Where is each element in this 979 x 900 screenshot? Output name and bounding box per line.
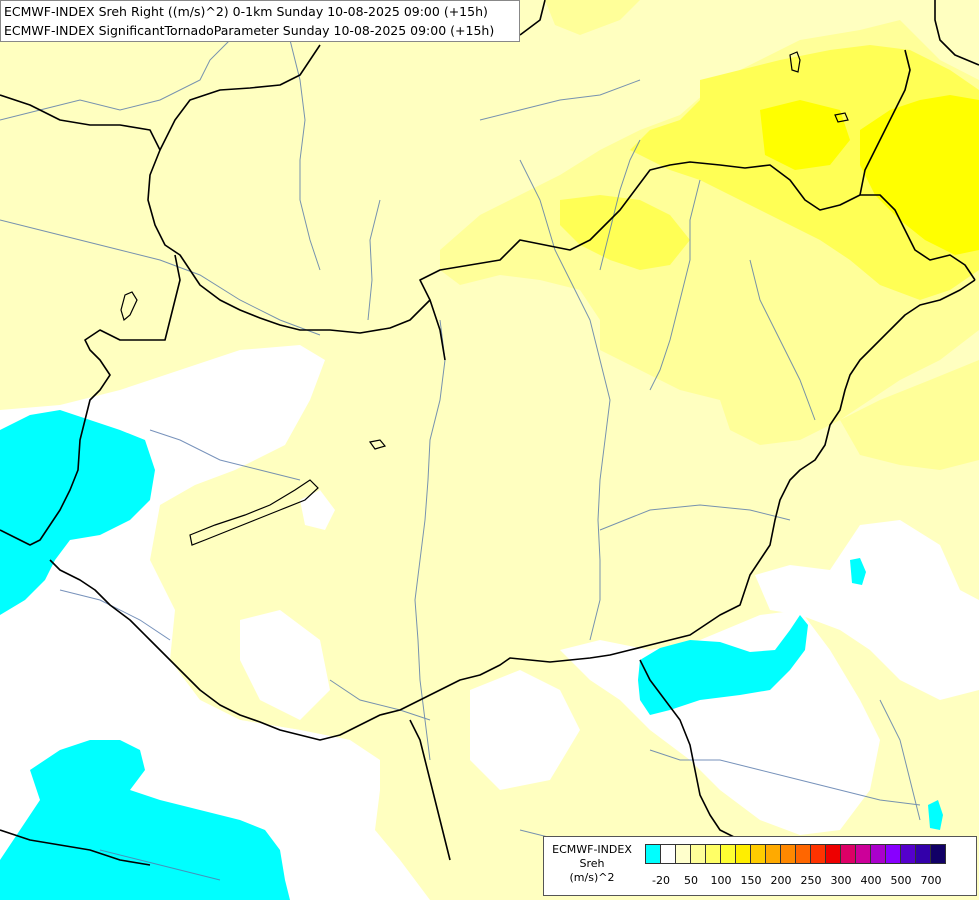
legend-swatch [690, 844, 706, 864]
legend-tick-label: 100 [710, 874, 732, 887]
legend-swatch [900, 844, 916, 864]
legend-swatch [705, 844, 721, 864]
field-white-hole-1 [240, 610, 330, 720]
legend-ticks: -20 50 100 150 200 250 300 400 500 700 [645, 874, 975, 890]
country-borders [0, 0, 979, 866]
field-cyan-small-2 [928, 800, 943, 830]
legend-tick-label: 250 [800, 874, 822, 887]
field-cyan-small-1 [850, 558, 866, 585]
legend-tick-label: 300 [830, 874, 852, 887]
color-legend: ECMWF-INDEX Sreh (m/s)^2 -20 50 100 150 200 2… [543, 836, 977, 896]
legend-tick-label: 500 [890, 874, 912, 887]
legend-swatches [645, 844, 946, 865]
legend-tick-label: 150 [740, 874, 762, 887]
legend-swatch [750, 844, 766, 864]
legend-swatch [915, 844, 931, 864]
legend-label: ECMWF-INDEX Sreh (m/s)^2 [544, 843, 640, 885]
legend-swatch [780, 844, 796, 864]
legend-swatch [825, 844, 841, 864]
legend-swatch [810, 844, 826, 864]
field-strongyellow-core [860, 95, 979, 255]
field-cyan-west [0, 410, 155, 615]
legend-swatch [720, 844, 736, 864]
field-strongyellow-spot [760, 100, 850, 170]
legend-tick-label: 400 [860, 874, 882, 887]
legend-swatch [660, 844, 676, 864]
legend-swatch [765, 844, 781, 864]
legend-swatch [870, 844, 886, 864]
legend-swatch [930, 844, 946, 864]
field-lightyellow-mid [840, 360, 979, 470]
legend-swatch [645, 844, 661, 864]
map-title-box: ECMWF-INDEX Sreh Right ((m/s)^2) 0-1km S… [0, 0, 520, 42]
field-white-patch-3 [300, 490, 335, 530]
field-lightyellow-top [545, 0, 640, 35]
legend-swatch [855, 844, 871, 864]
lakes [120, 51, 849, 546]
field-yellow-band [560, 195, 690, 270]
legend-tick-label: -20 [652, 874, 670, 887]
field-white-east [755, 520, 979, 700]
rivers [0, 39, 921, 881]
legend-swatch [735, 844, 751, 864]
legend-unit: (m/s)^2 [569, 871, 615, 884]
legend-swatch [885, 844, 901, 864]
legend-tick-label: 700 [920, 874, 942, 887]
legend-tick-label: 200 [770, 874, 792, 887]
field-white-hole-2 [470, 670, 580, 790]
legend-model: ECMWF-INDEX [552, 843, 632, 856]
field-cyan-southeast [638, 615, 808, 715]
map-title-line1: ECMWF-INDEX Sreh Right ((m/s)^2) 0-1km S… [4, 4, 488, 19]
legend-swatch [795, 844, 811, 864]
map-title-line2: ECMWF-INDEX SignificantTornadoParameter … [4, 23, 495, 38]
legend-parameter: Sreh [579, 857, 605, 870]
legend-tick-label: 50 [684, 874, 698, 887]
legend-swatch [675, 844, 691, 864]
field-yellow-north [630, 45, 979, 300]
field-cyan-southwest [0, 740, 290, 900]
legend-swatch [840, 844, 856, 864]
